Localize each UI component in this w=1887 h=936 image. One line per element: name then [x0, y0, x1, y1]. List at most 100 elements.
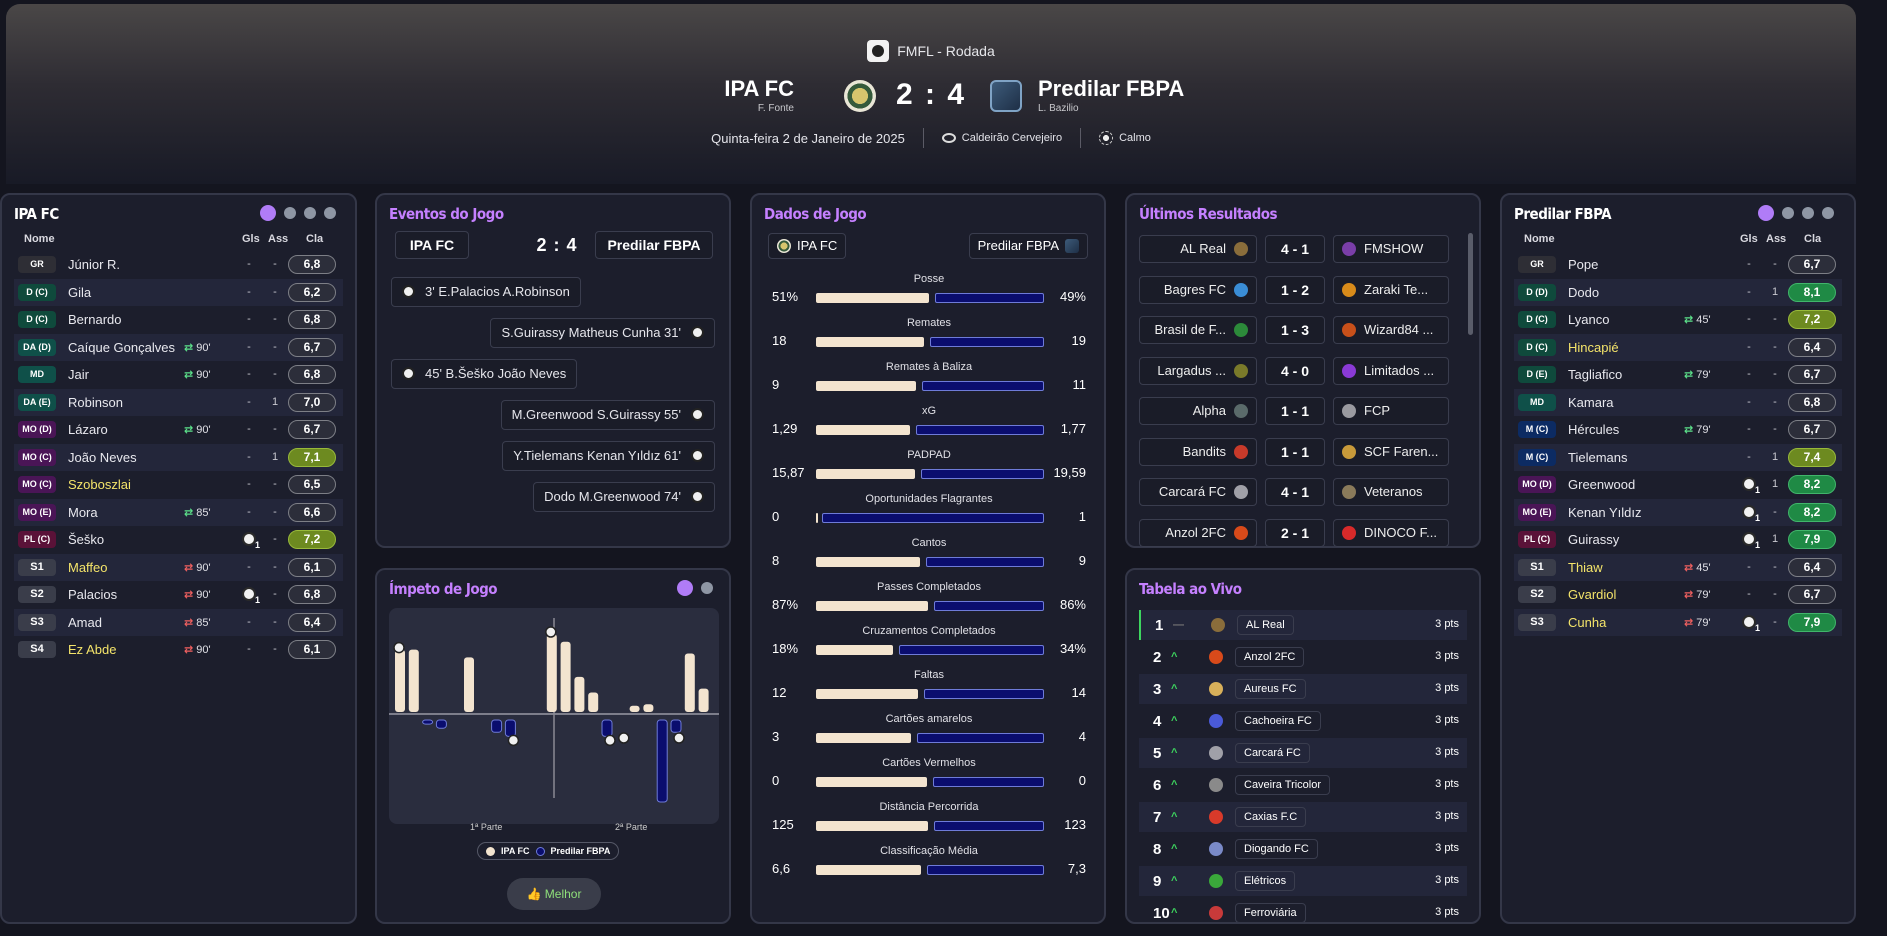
player-row[interactable]: MO (E) Kenan Yıldız -8,2: [1514, 498, 1842, 526]
player-row[interactable]: S2 Gvardiol ⇄ 79' - -6,7: [1514, 581, 1842, 609]
result-row[interactable]: Anzol 2FC 2 - 1 DINOCO F...: [1139, 517, 1461, 549]
view-dot-1[interactable]: [1758, 205, 1774, 221]
view-dot-4[interactable]: [1822, 207, 1834, 219]
stats-away-team[interactable]: Predilar FBPA: [968, 233, 1088, 259]
result-row[interactable]: Alpha 1 - 1 FCP: [1139, 395, 1461, 427]
player-name[interactable]: Cunha: [1568, 614, 1607, 630]
result-home-team[interactable]: Anzol 2FC: [1139, 518, 1257, 547]
home-team-block[interactable]: IPA FC F. Fonte: [724, 76, 794, 114]
home-crest-icon[interactable]: [844, 80, 876, 112]
player-row[interactable]: S4 Ez Abde ⇄ 90' - -6,1: [14, 636, 343, 664]
player-name[interactable]: Tielemans: [1568, 449, 1628, 465]
result-away-team[interactable]: SCF Faren...: [1333, 437, 1449, 466]
player-row[interactable]: M (C) Tielemans - 1 7,4: [1514, 443, 1842, 471]
player-row[interactable]: MO (C) João Neves - 1 7,1: [14, 443, 343, 471]
player-name[interactable]: João Neves: [68, 449, 137, 465]
result-away-team[interactable]: Wizard84 ...: [1333, 316, 1449, 344]
away-team-name[interactable]: Predilar FBPA: [1038, 76, 1185, 101]
table-row[interactable]: 2 ^ Anzol 2FC 3 pts: [1139, 642, 1467, 672]
player-name[interactable]: Greenwood: [1568, 477, 1636, 492]
col-goals[interactable]: Gls: [1740, 233, 1758, 245]
table-row[interactable]: 7 ^ Caxias F.C 3 pts: [1139, 802, 1467, 832]
player-name[interactable]: Szoboszlai: [68, 477, 131, 492]
player-name[interactable]: Pope: [1568, 257, 1599, 272]
player-row[interactable]: DA (D) Caíque Gonçalves ⇄ 90' - -6,7: [14, 333, 343, 361]
table-team-name[interactable]: Aureus FC: [1235, 679, 1306, 699]
momentum-view-dot-2[interactable]: [701, 582, 713, 594]
table-team-name[interactable]: Diogando FC: [1235, 839, 1318, 859]
col-goals[interactable]: Gls: [242, 233, 260, 245]
result-away-team[interactable]: FMSHOW: [1333, 235, 1449, 263]
player-row[interactable]: MO (D) Greenwood 1 8,2: [1514, 471, 1842, 499]
player-row[interactable]: MO (D) Lázaro ⇄ 90' - -6,7: [14, 416, 343, 444]
table-row[interactable]: 9 ^ Elétricos 3 pts: [1139, 866, 1467, 896]
stadium[interactable]: Caldeirão Cervejeiro: [941, 132, 1062, 144]
player-name[interactable]: Hincapié: [1568, 339, 1619, 355]
player-row[interactable]: S3 Cunha ⇄ 79' -7,9: [1514, 608, 1842, 636]
player-row[interactable]: PL (C) Guirassy 1 7,9: [1514, 526, 1842, 554]
table-team-name[interactable]: Carcará FC: [1235, 743, 1310, 763]
col-assists[interactable]: Ass: [1766, 233, 1787, 245]
col-name[interactable]: Nome: [1524, 233, 1555, 245]
col-rating[interactable]: Cla: [306, 233, 324, 245]
player-row[interactable]: PL (C) Šeško -7,2: [14, 526, 343, 554]
results-scrollbar[interactable]: [1468, 233, 1473, 335]
stats-home-team[interactable]: IPA FC: [768, 233, 847, 259]
result-away-team[interactable]: Zaraki Te...: [1333, 275, 1449, 304]
table-row[interactable]: 6 ^ Caveira Tricolor 3 pts: [1139, 770, 1467, 800]
player-name[interactable]: Maffeo: [68, 559, 108, 575]
table-row[interactable]: 1 — AL Real 3 pts: [1139, 610, 1467, 640]
result-home-team[interactable]: Brasil de F...: [1139, 316, 1257, 344]
away-team-block[interactable]: Predilar FBPA L. Bazilio: [1038, 76, 1184, 114]
result-home-team[interactable]: Largadus ...: [1139, 356, 1257, 385]
player-name[interactable]: Thiaw: [1568, 559, 1603, 575]
view-dot-2[interactable]: [284, 207, 296, 219]
goal-event-row[interactable]: M.Greenwood S.Guirassy 55': [500, 400, 715, 430]
player-row[interactable]: MD Jair ⇄ 90' - -6,8: [14, 361, 343, 389]
events-away-team[interactable]: Predilar FBPA: [595, 231, 713, 259]
goal-event-row[interactable]: S.Guirassy Matheus Cunha 31': [490, 318, 715, 348]
goal-event-row[interactable]: 3' E.Palacios A.Robinson: [391, 277, 581, 307]
player-row[interactable]: MO (C) Szoboszlai - -6,5: [14, 471, 343, 499]
away-crest-icon[interactable]: [990, 80, 1022, 112]
table-row[interactable]: 10 ^ Ferroviária 3 pts: [1139, 898, 1467, 922]
player-name[interactable]: Robinson: [68, 394, 123, 410]
col-name[interactable]: Nome: [24, 233, 55, 245]
player-name[interactable]: Amad: [68, 614, 102, 630]
goal-event-row[interactable]: Dodo M.Greenwood 74': [533, 482, 715, 512]
player-row[interactable]: D (E) Tagliafico ⇄ 79' - -6,7: [1514, 361, 1842, 389]
player-name[interactable]: Tagliafico: [1568, 367, 1623, 382]
table-row[interactable]: 8 ^ Diogando FC 3 pts: [1139, 834, 1467, 864]
momentum-view-dot-1[interactable]: [677, 580, 693, 596]
player-row[interactable]: D (D) Dodo - 1 8,1: [1514, 278, 1842, 306]
result-row[interactable]: Bandits 1 - 1 SCF Faren...: [1139, 436, 1461, 468]
result-away-team[interactable]: Limitados ...: [1333, 356, 1449, 385]
player-row[interactable]: D (C) Bernardo - -6,8: [14, 306, 343, 334]
player-row[interactable]: DA (E) Robinson - 1 7,0: [14, 388, 343, 416]
table-team-name[interactable]: Cachoeira FC: [1235, 711, 1321, 731]
result-away-team[interactable]: FCP: [1333, 397, 1449, 425]
player-row[interactable]: D (C) Hincapié - -6,4: [1514, 333, 1842, 361]
player-name[interactable]: Kamara: [1568, 394, 1614, 410]
col-rating[interactable]: Cla: [1804, 233, 1822, 245]
player-row[interactable]: MO (E) Mora ⇄ 85' - -6,6: [14, 498, 343, 526]
events-home-team[interactable]: IPA FC: [395, 231, 469, 259]
result-home-team[interactable]: Bandits: [1139, 437, 1257, 466]
player-row[interactable]: S3 Amad ⇄ 85' - -6,4: [14, 608, 343, 636]
result-row[interactable]: AL Real 4 - 1 FMSHOW: [1139, 233, 1461, 265]
player-row[interactable]: S1 Maffeo ⇄ 90' - -6,1: [14, 553, 343, 581]
result-away-team[interactable]: DINOCO F...: [1333, 518, 1449, 547]
table-team-name[interactable]: Ferroviária: [1235, 903, 1306, 922]
view-dot-1[interactable]: [260, 205, 276, 221]
player-name[interactable]: Hércules: [1568, 422, 1620, 437]
player-name[interactable]: Júnior R.: [68, 257, 121, 272]
table-team-name[interactable]: AL Real: [1237, 615, 1294, 635]
view-dot-3[interactable]: [1802, 207, 1814, 219]
view-dot-4[interactable]: [324, 207, 336, 219]
player-name[interactable]: Šeško: [68, 532, 105, 547]
result-home-team[interactable]: Alpha: [1139, 397, 1257, 425]
table-team-name[interactable]: Elétricos: [1235, 871, 1296, 891]
player-name[interactable]: Palacios: [68, 587, 118, 602]
result-row[interactable]: Brasil de F... 1 - 3 Wizard84 ...: [1139, 314, 1461, 346]
table-row[interactable]: 4 ^ Cachoeira FC 3 pts: [1139, 706, 1467, 736]
